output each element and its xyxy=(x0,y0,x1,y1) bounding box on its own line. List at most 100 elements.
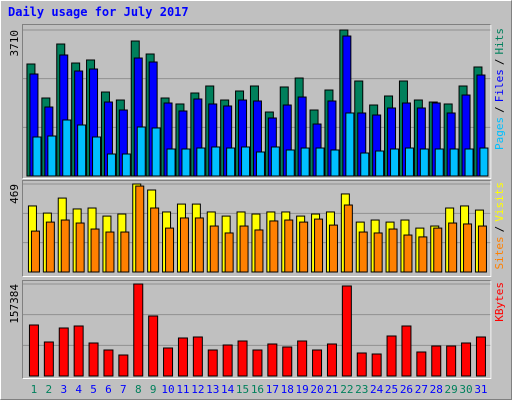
x-tick-label: 25 xyxy=(385,383,398,396)
bar xyxy=(448,222,458,273)
bar xyxy=(211,146,221,177)
x-tick-label: 18 xyxy=(281,383,294,396)
legend: Pages / Files / Hits xyxy=(493,28,506,150)
bar xyxy=(461,342,472,377)
x-tick-label: 13 xyxy=(206,383,219,396)
bar xyxy=(315,147,325,177)
x-tick-label: 23 xyxy=(355,383,368,396)
bar xyxy=(226,147,236,177)
bar xyxy=(207,349,218,377)
bar xyxy=(477,225,487,273)
legend-separator: / xyxy=(493,59,506,66)
bar xyxy=(194,217,204,273)
x-tick-label: 10 xyxy=(161,383,174,396)
x-tick-label: 4 xyxy=(75,383,82,396)
bar xyxy=(464,148,474,177)
bar xyxy=(166,148,176,177)
bar xyxy=(196,147,206,177)
bar xyxy=(431,345,442,377)
bar xyxy=(388,228,398,273)
bar xyxy=(328,224,338,273)
x-tick-label: 3 xyxy=(60,383,67,396)
legend-separator: / xyxy=(493,226,506,233)
bar xyxy=(386,335,397,377)
bar xyxy=(105,231,115,273)
bar xyxy=(358,231,368,273)
bar xyxy=(177,337,188,377)
x-tick-label: 12 xyxy=(191,383,204,396)
bar xyxy=(356,352,367,377)
bar xyxy=(479,147,489,177)
bar xyxy=(151,127,161,177)
bar xyxy=(209,225,219,273)
legend: Sites / Visits xyxy=(493,182,506,270)
bar xyxy=(192,336,203,377)
bar xyxy=(106,153,116,177)
bar xyxy=(60,219,70,273)
bar xyxy=(434,148,444,177)
bar xyxy=(284,219,294,273)
bar xyxy=(135,185,145,273)
x-tick-label: 30 xyxy=(459,383,472,396)
bar xyxy=(326,343,337,377)
x-tick-label: 17 xyxy=(266,383,279,396)
bar xyxy=(77,124,87,177)
bar xyxy=(312,349,323,377)
bar xyxy=(390,148,400,177)
bar xyxy=(418,236,428,273)
bar xyxy=(433,227,443,273)
legend-entry: Visits xyxy=(493,182,506,222)
bar xyxy=(90,228,100,273)
x-tick-label: 7 xyxy=(120,383,127,396)
bar xyxy=(343,204,353,273)
bar xyxy=(270,146,280,177)
x-tick-label: 2 xyxy=(46,383,53,396)
bar xyxy=(58,327,69,377)
bar xyxy=(224,232,234,273)
bar xyxy=(237,340,248,377)
bar xyxy=(297,340,308,377)
bar xyxy=(73,325,84,377)
x-tick-label: 20 xyxy=(310,383,323,396)
bar xyxy=(475,336,486,377)
bar xyxy=(30,230,40,273)
x-tick-label: 8 xyxy=(135,383,142,396)
bar xyxy=(133,283,144,377)
legend-separator: / xyxy=(493,106,506,113)
x-tick-label: 15 xyxy=(236,383,249,396)
bar xyxy=(449,148,459,177)
x-tick-label: 1 xyxy=(31,383,38,396)
bar xyxy=(300,147,310,177)
bar xyxy=(254,229,264,273)
x-tick-label: 6 xyxy=(105,383,112,396)
bar xyxy=(375,150,385,177)
x-tick-label: 22 xyxy=(340,383,353,396)
bar xyxy=(360,152,370,177)
bar xyxy=(165,227,175,273)
bar xyxy=(28,324,39,377)
bar xyxy=(419,148,429,177)
x-tick-label: 26 xyxy=(400,383,413,396)
bar xyxy=(148,315,159,377)
bar xyxy=(47,135,57,177)
bar xyxy=(88,342,99,377)
legend-entry: Hits xyxy=(493,28,506,55)
bar xyxy=(299,221,309,273)
bar xyxy=(463,223,473,273)
legend-entry: Pages xyxy=(493,117,506,150)
bar xyxy=(92,136,102,177)
bevel xyxy=(22,180,492,277)
bar xyxy=(241,146,251,177)
bar xyxy=(341,285,352,377)
bar xyxy=(150,207,160,273)
x-tick-label: 19 xyxy=(296,383,309,396)
y-tick-label: 3710 xyxy=(8,30,21,57)
bar xyxy=(255,151,265,177)
bar xyxy=(75,222,85,273)
bar xyxy=(181,148,191,177)
bar xyxy=(282,346,293,377)
bar xyxy=(345,112,355,177)
y-tick-label: 157384 xyxy=(8,284,21,324)
bar xyxy=(371,353,382,377)
